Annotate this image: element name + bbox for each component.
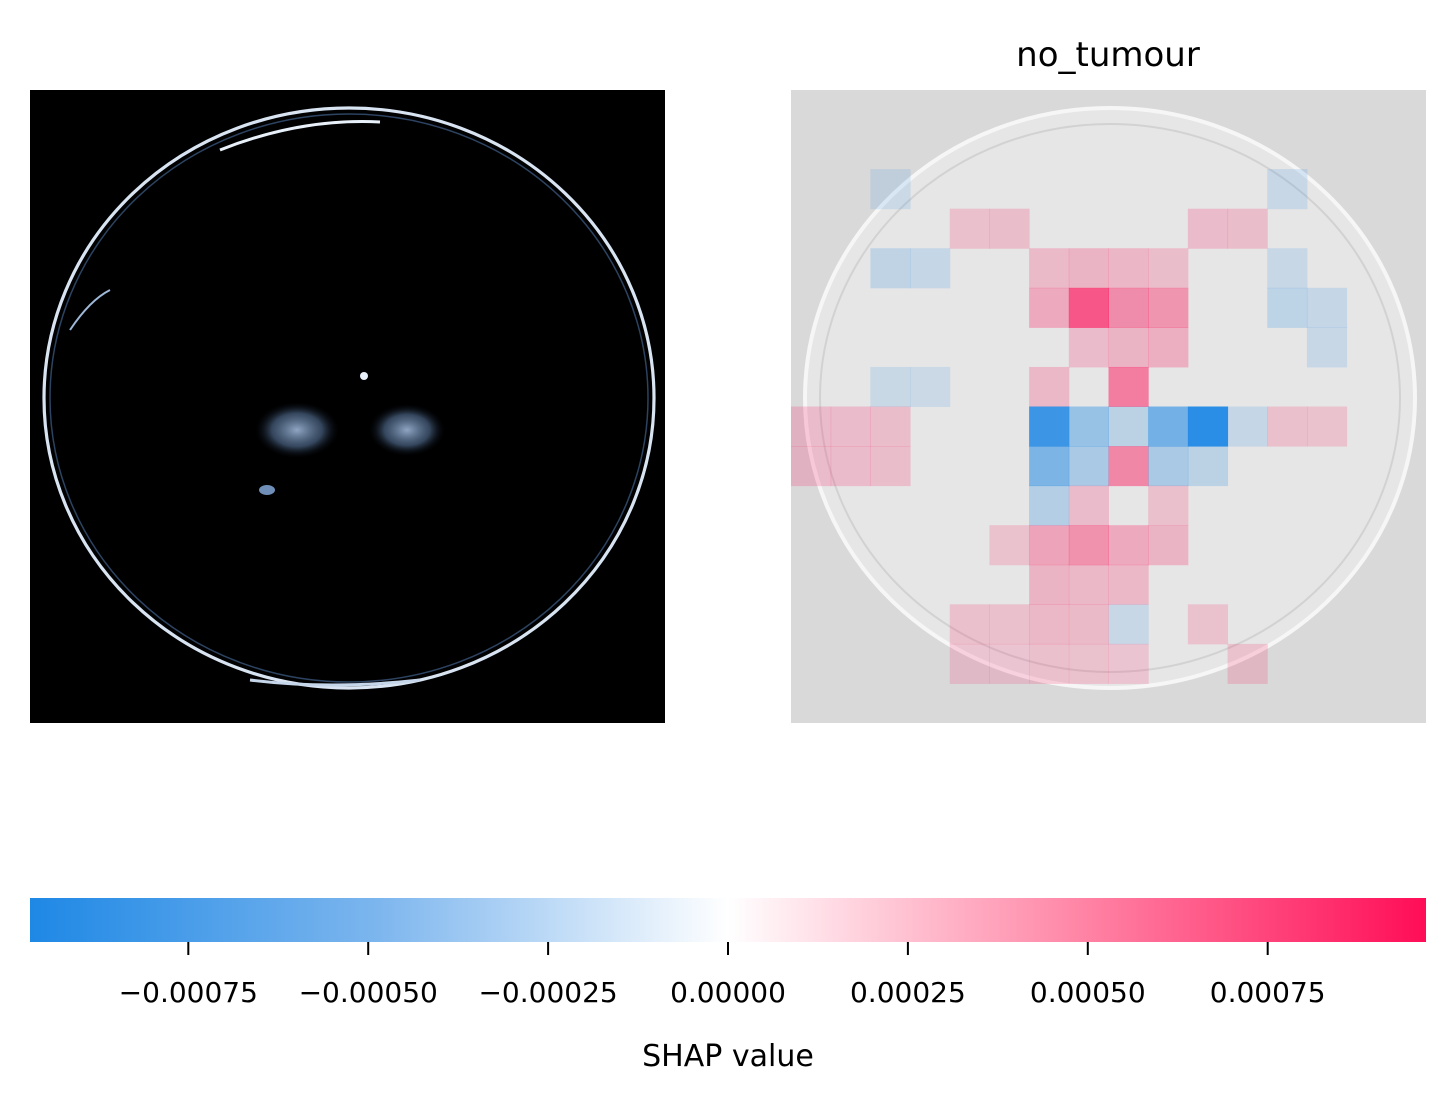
shap-cell	[1108, 287, 1149, 328]
shap-cells	[791, 169, 1348, 684]
colorbar-tick-label: 0.00000	[670, 976, 786, 1009]
shap-cell	[1267, 248, 1308, 289]
shap-cell	[989, 208, 1030, 249]
shap-cell	[870, 248, 911, 289]
mri-original-panel	[30, 90, 665, 723]
shap-cell	[1148, 406, 1189, 447]
shap-cell	[1306, 287, 1348, 328]
shap-cell	[1029, 287, 1070, 328]
shap-cell	[1108, 327, 1149, 368]
skull-inner-contour	[49, 113, 649, 683]
shap-cell	[1068, 406, 1109, 447]
colorbar-tick-label: 0.00075	[1210, 976, 1326, 1009]
shap-cell	[791, 406, 832, 447]
shap-cell	[1148, 446, 1189, 487]
colorbar-gradient	[30, 898, 1426, 942]
skull-highlight-bottom	[249, 678, 421, 687]
shap-cell	[1068, 287, 1109, 328]
ventricle-right	[369, 404, 445, 456]
shap-cell	[1108, 446, 1149, 487]
shap-cell	[1029, 446, 1070, 487]
shap-cell	[870, 406, 911, 447]
shap-cell	[1029, 564, 1070, 605]
shap-cell	[830, 406, 871, 447]
shap-cell	[1227, 406, 1268, 447]
shap-cell	[1187, 446, 1229, 487]
shap-cell	[1029, 604, 1070, 645]
shap-cell	[1108, 366, 1149, 407]
shap-cell	[1029, 643, 1070, 684]
mri-background	[30, 90, 665, 723]
shap-cell	[1306, 327, 1348, 368]
colorbar: −0.00075 −0.00050 −0.00025 0.00000 0.00025 0.…	[30, 898, 1426, 1074]
shap-cell	[1306, 406, 1348, 447]
shap-cell	[1068, 643, 1109, 684]
shap-cell	[1227, 643, 1268, 684]
shap-cell	[949, 604, 990, 645]
shap-cell	[1187, 208, 1229, 249]
shap-cell	[1108, 248, 1149, 289]
ventricle-left	[255, 402, 339, 458]
shap-cell	[949, 643, 990, 684]
shap-cell	[870, 366, 911, 407]
shap-cell	[910, 248, 951, 289]
colorbar-tick-label: −0.00025	[478, 976, 617, 1009]
shap-cell	[949, 208, 990, 249]
skull-highlight-left	[69, 289, 111, 331]
shap-cell	[1148, 525, 1189, 566]
shap-cell	[1148, 248, 1189, 289]
brain-skull-contour	[803, 106, 1417, 690]
brain-gray-image	[805, 108, 1415, 688]
skull-contour	[42, 106, 656, 690]
colorbar-tick-label: 0.00025	[850, 976, 966, 1009]
shap-cell	[1029, 366, 1070, 407]
shap-cell	[1108, 643, 1149, 684]
shap-cell	[1187, 406, 1229, 447]
shap-cell	[1227, 208, 1268, 249]
shap-cell	[1068, 485, 1109, 526]
colorbar-tick-label: −0.00075	[119, 976, 258, 1009]
shap-cell	[989, 525, 1030, 566]
shap-cell	[1187, 604, 1229, 645]
shap-cell	[1108, 525, 1149, 566]
midline-spot	[360, 372, 368, 380]
brain-inner-contour	[819, 123, 1401, 673]
shap-cell	[1029, 485, 1070, 526]
shap-cell	[1267, 287, 1308, 328]
shap-cell	[1068, 327, 1109, 368]
colorbar-ticks: −0.00075 −0.00050 −0.00025 0.00000 0.00025 0.…	[119, 942, 1326, 1009]
shap-cell	[1068, 604, 1109, 645]
shap-cell	[1148, 287, 1189, 328]
shap-cell	[1267, 406, 1308, 447]
shap-cell	[870, 446, 911, 487]
shap-cell	[1068, 446, 1109, 487]
shap-cell	[910, 366, 951, 407]
shap-cell	[1029, 406, 1070, 447]
shap-cell	[791, 446, 832, 487]
shap-panel: no_tumour	[791, 35, 1426, 723]
shap-cell	[989, 604, 1030, 645]
shap-cell	[1108, 604, 1149, 645]
shap-cell	[1029, 525, 1070, 566]
shap-cell	[1148, 485, 1189, 526]
shap-cell	[1068, 525, 1109, 566]
shap-cell	[989, 643, 1030, 684]
shap-cell	[1068, 564, 1109, 605]
colorbar-tick-label: 0.00050	[1030, 976, 1146, 1009]
skull-highlight-top	[219, 120, 381, 152]
colorbar-label: SHAP value	[642, 1039, 814, 1074]
shap-cell	[1148, 327, 1189, 368]
shap-cell	[830, 446, 871, 487]
shap-panel-title: no_tumour	[1016, 35, 1200, 75]
small-artifact	[259, 485, 275, 495]
shap-cell	[1267, 169, 1308, 210]
shap-cell	[870, 169, 911, 210]
shap-cell	[1029, 248, 1070, 289]
shap-cell	[1108, 564, 1149, 605]
shap-cell	[1068, 248, 1109, 289]
shap-cell	[1108, 406, 1149, 447]
colorbar-tick-label: −0.00050	[299, 976, 438, 1009]
